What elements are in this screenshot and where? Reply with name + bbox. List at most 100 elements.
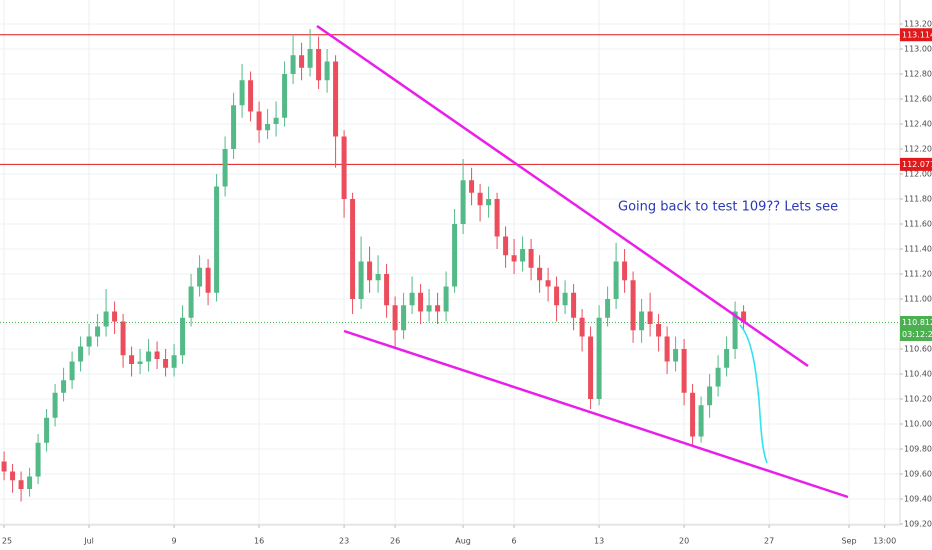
- x-tick-label: 26: [390, 537, 400, 546]
- candle-body: [579, 317, 585, 337]
- candle-body: [418, 292, 424, 312]
- candle-body: [69, 361, 75, 381]
- candle-body: [214, 186, 220, 293]
- candle-body: [681, 349, 687, 393]
- lower-trendline: [343, 329, 849, 499]
- candle-body: [562, 292, 568, 306]
- candle-body: [732, 311, 738, 349]
- candle-body: [222, 149, 228, 187]
- y-tick-label: 109.200: [904, 520, 932, 529]
- candle-body: [571, 292, 577, 318]
- candle-body: [316, 49, 322, 81]
- x-tick-label: 23: [339, 537, 349, 546]
- candle-body: [707, 386, 713, 406]
- candle-body: [596, 317, 602, 399]
- candles: [1, 29, 747, 502]
- candle-body: [392, 305, 398, 331]
- candle-body: [188, 286, 194, 318]
- y-tick-label: 112.000: [904, 170, 932, 179]
- candle-body: [409, 292, 415, 306]
- candle-body: [282, 74, 288, 118]
- candle-body: [171, 355, 177, 368]
- candle-body: [724, 349, 730, 368]
- candle-body: [520, 249, 526, 262]
- candle-body: [44, 417, 50, 443]
- candle-body: [341, 136, 347, 199]
- x-tick-label: 20: [679, 537, 689, 546]
- candle-body: [630, 280, 636, 331]
- candle-body: [180, 317, 186, 356]
- candle-body: [112, 311, 118, 322]
- y-tick-label: 113.200: [904, 20, 932, 29]
- level-label: 112.077: [902, 160, 932, 169]
- candle-body: [554, 286, 560, 306]
- y-tick-label: 112.400: [904, 120, 932, 129]
- x-tick-label: 16: [254, 537, 264, 546]
- last-price-label: 110.812: [902, 318, 932, 327]
- candle-body: [639, 311, 645, 331]
- x-tick-label: 13:00: [873, 537, 896, 546]
- candle-body: [528, 249, 534, 268]
- candle-body: [350, 199, 356, 299]
- candle-body: [256, 111, 262, 131]
- y-tick-label: 109.400: [904, 495, 932, 504]
- candle-body: [324, 61, 330, 81]
- candle-body: [10, 471, 16, 481]
- level-tag: [900, 28, 932, 42]
- y-tick-label: 111.800: [904, 195, 932, 204]
- annotation: Going back to test 109?? Lets see: [618, 200, 838, 215]
- candle-body: [503, 236, 509, 256]
- candle-body: [605, 299, 611, 318]
- y-tick-label: 113.000: [904, 45, 932, 54]
- upper-trendline: [316, 24, 809, 368]
- candle-body: [401, 305, 407, 331]
- x-tick-label: 9: [172, 537, 177, 546]
- candle-body: [494, 199, 500, 237]
- candle-body: [154, 351, 160, 359]
- candle-body: [588, 336, 594, 399]
- candle-body: [622, 261, 628, 281]
- level-label: 113.114: [902, 30, 932, 39]
- y-tick-label: 112.200: [904, 145, 932, 154]
- candle-body: [698, 405, 704, 437]
- y-tick-label: 111.600: [904, 220, 932, 229]
- candle-body: [435, 305, 441, 312]
- candle-body: [715, 367, 721, 387]
- y-tick-label: 111.400: [904, 245, 932, 254]
- candle-body: [333, 61, 339, 137]
- candle-body: [18, 480, 24, 489]
- x-tick-label: 27: [764, 537, 774, 546]
- candle-body: [35, 442, 41, 477]
- y-tick-label: 111.000: [904, 295, 932, 304]
- candle-body: [137, 361, 143, 364]
- candle-body: [78, 346, 84, 362]
- countdown: 03:12:24: [902, 330, 932, 339]
- candle-body: [511, 255, 517, 262]
- candle-body: [690, 392, 696, 437]
- candle-body: [375, 274, 381, 281]
- candle-body: [239, 80, 245, 106]
- candle-body: [486, 199, 492, 206]
- candle-body: [358, 261, 364, 299]
- candle-body: [1, 461, 7, 472]
- last-price-tag: [900, 316, 932, 341]
- axes: 109.200 109.400 109.600 109.800 110.000 110.2…: [2, 20, 932, 546]
- candle-body: [613, 261, 619, 299]
- candle-body: [95, 326, 101, 337]
- candle-body: [656, 324, 662, 337]
- y-tick-label: 110.600: [904, 345, 932, 354]
- x-tick-label: 25: [2, 537, 12, 546]
- candle-body: [120, 321, 126, 356]
- candle-body: [103, 311, 109, 327]
- grid: [0, 0, 900, 525]
- candle-body: [205, 267, 211, 293]
- candle-body: [27, 476, 33, 489]
- y-tick-label: 112.600: [904, 95, 932, 104]
- x-tick-label: Jul: [83, 537, 94, 546]
- y-tick-label: 109.800: [904, 445, 932, 454]
- candle-body: [647, 311, 653, 324]
- x-tick-label: Aug: [455, 537, 471, 546]
- candle-body: [545, 280, 551, 287]
- candle-body: [673, 349, 679, 362]
